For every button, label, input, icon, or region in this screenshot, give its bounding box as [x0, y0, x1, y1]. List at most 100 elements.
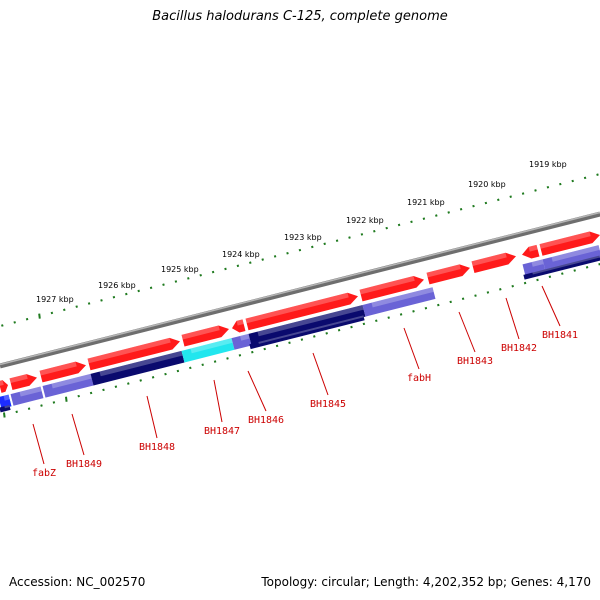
reverse-gene-shine [240, 333, 250, 341]
forward-gene-shine [236, 319, 244, 326]
scale-tick [509, 195, 512, 198]
scale-tick [211, 270, 215, 274]
scale-label-1920: 1920 kbp [468, 180, 506, 189]
label-leader-line [458, 311, 476, 353]
scale-tick [187, 277, 190, 280]
scale-tick [1, 324, 4, 327]
scale-tick [224, 267, 227, 271]
scale-tick [263, 347, 266, 351]
scale-tick [300, 338, 304, 341]
scale-tick [559, 182, 562, 186]
scale-tick [137, 289, 140, 293]
gene-label-BH1849: BH1849 [66, 459, 102, 470]
scale-tick [337, 328, 341, 332]
reverse-gene-band-shine [4, 405, 10, 409]
reverse-gene-band [249, 315, 365, 350]
gene-label-BH1847: BH1847 [204, 426, 240, 437]
scale-tick [174, 280, 178, 283]
forward-gene [522, 244, 540, 259]
scale-tick [298, 248, 302, 252]
scale-tick [89, 391, 93, 395]
scale-tick [461, 297, 465, 301]
scale-tick [65, 396, 68, 402]
scale-tick [189, 366, 192, 370]
gene-label-fabZ: fabZ [32, 468, 56, 479]
scale-tick [546, 185, 550, 189]
reverse-strand-genes [0, 245, 600, 413]
forward-gene-shine [245, 292, 349, 324]
scale-tick [325, 332, 328, 335]
reverse-gene-shine [19, 386, 42, 397]
forward-gene-shine [359, 276, 415, 295]
scale-label-1923: 1923 kbp [284, 233, 322, 242]
scale-tick [449, 300, 452, 304]
reverse-gene-shine [531, 259, 544, 267]
map-title: Bacillus halodurans C-125, complete geno… [152, 9, 448, 24]
scale-tick [596, 173, 599, 176]
scale-tick [348, 236, 351, 239]
label-leader-line [541, 285, 561, 327]
scale-tick [40, 404, 43, 407]
scale-tick [199, 273, 202, 277]
scale-tick [472, 204, 475, 208]
gene-label-BH1841: BH1841 [542, 330, 578, 341]
forward-gene [0, 380, 8, 393]
scale-tick [164, 372, 167, 376]
scale-tick [350, 325, 353, 329]
scale-tick [323, 242, 326, 246]
gene-label-BH1843: BH1843 [457, 356, 493, 367]
forward-gene [39, 361, 86, 383]
scale-tick [447, 211, 450, 214]
scale-tick [459, 207, 463, 211]
forward-gene-shine [9, 374, 28, 384]
scale-tick [25, 317, 29, 321]
gene-label-BH1848: BH1848 [139, 442, 175, 453]
scale-tick [75, 305, 78, 308]
scale-tick [373, 229, 376, 233]
forward-gene [471, 252, 516, 273]
label-leader-line [247, 370, 267, 412]
label-leader-line [505, 297, 520, 340]
label-leader-line [71, 413, 85, 456]
scale-tick [273, 255, 277, 258]
reverse-gene-band [523, 255, 600, 280]
scale-tick [399, 313, 403, 316]
scale-tick [176, 369, 180, 373]
scale-tick [385, 226, 388, 230]
label-leader-line [32, 423, 45, 465]
scale-tick [87, 302, 91, 305]
scale-label-1926: 1926 kbp [98, 281, 136, 290]
scale-tick [13, 321, 16, 324]
scale-tick [313, 335, 316, 338]
scale-tick [486, 291, 490, 294]
reverse-gene-shine [257, 304, 364, 337]
gene-label-leaders [32, 285, 561, 465]
scale-tick [571, 179, 574, 183]
scale-tick [410, 220, 413, 224]
scale-tick [288, 341, 291, 345]
scale-tick [238, 354, 242, 357]
scale-tick [360, 233, 364, 236]
genome-info-text: Topology: circular; Length: 4,202,352 bp… [261, 575, 591, 589]
scale-tick [149, 286, 153, 290]
genome-backbone [0, 211, 600, 369]
forward-gene [9, 374, 37, 391]
scale-tick [236, 264, 240, 268]
gene-label-fabH: fabH [407, 373, 431, 384]
accession-text: Accession: NC_002570 [9, 575, 146, 589]
reverse-gene-shine [51, 373, 92, 389]
reverse-gene-band-shine [532, 255, 600, 275]
scale-tick [286, 251, 289, 255]
scale-tick [27, 407, 31, 410]
gene-label-BH1842: BH1842 [501, 343, 537, 354]
scale-tick [311, 245, 314, 249]
forward-gene [181, 325, 229, 347]
forward-gene [426, 264, 470, 285]
scale-tick [497, 198, 500, 202]
reverse-gene [248, 304, 366, 346]
scale-tick [548, 275, 552, 279]
scale-label-1922: 1922 kbp [346, 216, 384, 225]
reverse-gene-shine [551, 245, 600, 262]
reverse-gene [362, 287, 436, 317]
reverse-gene-shine [3, 394, 10, 401]
